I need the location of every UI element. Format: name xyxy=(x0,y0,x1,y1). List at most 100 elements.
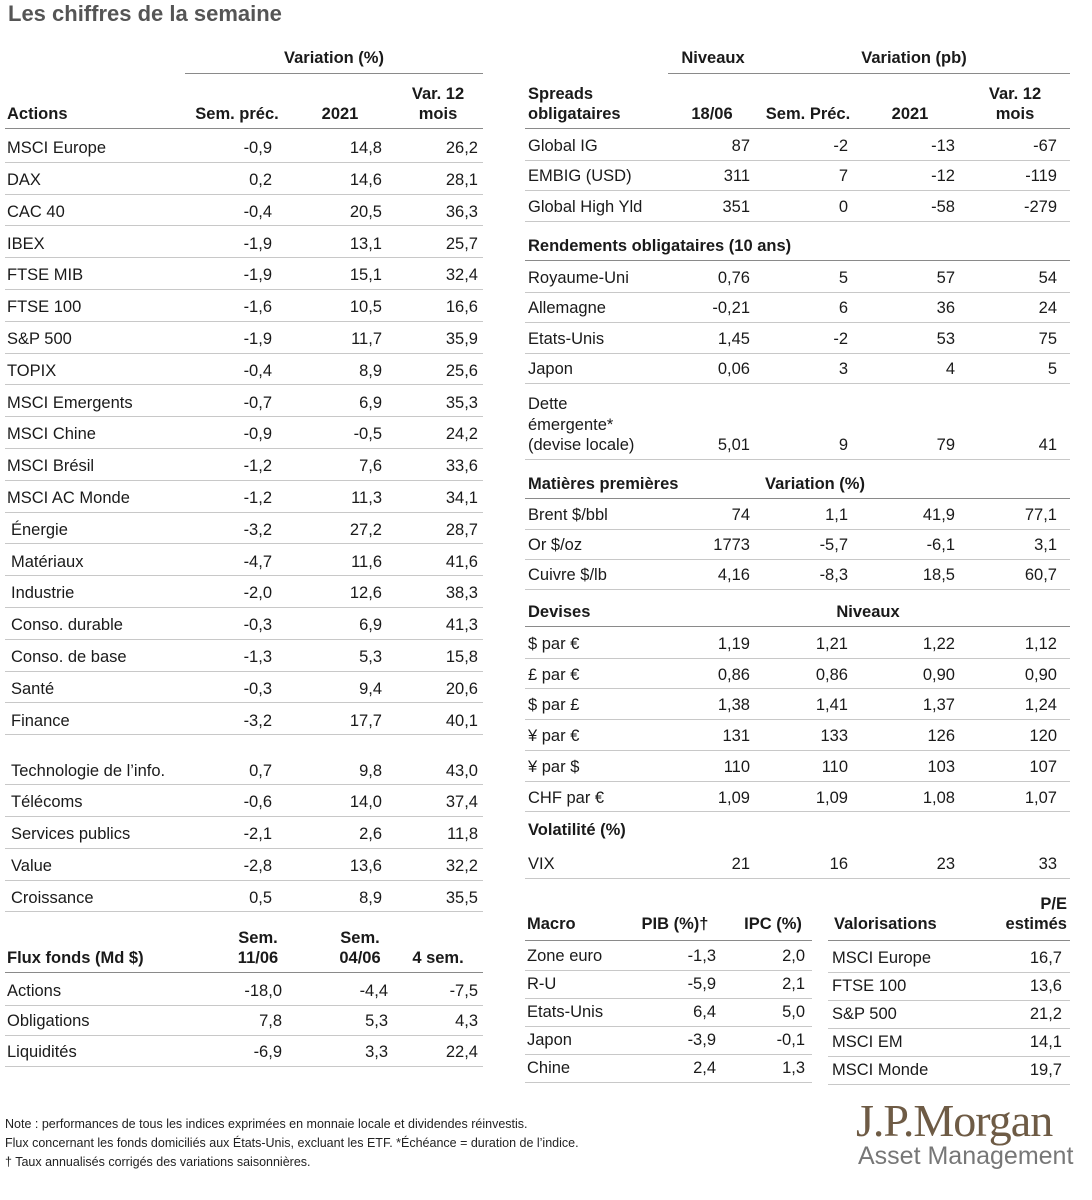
row-label: CAC 40 xyxy=(7,202,65,221)
cell-value: -3,9 xyxy=(687,1031,716,1050)
cell-value: 25,6 xyxy=(445,361,478,380)
cell-value: 1,3 xyxy=(782,1059,805,1078)
cell-value: 11,8 xyxy=(447,825,478,844)
column-header: Macro xyxy=(527,915,576,934)
cell-value: -5,9 xyxy=(687,975,716,994)
cell-value: 6 xyxy=(838,299,848,318)
cell-value: 21 xyxy=(731,855,750,874)
column-header: Var. 12 mois xyxy=(411,84,465,124)
row-label: $ par € xyxy=(528,635,580,654)
cell-value: 23 xyxy=(936,855,955,874)
cell-value: -0,4 xyxy=(243,361,272,380)
cell-value: 14,1 xyxy=(1029,1033,1062,1052)
row-label: Services publics xyxy=(11,825,131,844)
cell-value: 0 xyxy=(838,197,848,216)
row-label: Global IG xyxy=(528,136,598,155)
row-rule xyxy=(5,879,483,881)
row-rule xyxy=(5,225,483,227)
row-label: EMBIG (USD) xyxy=(528,167,632,186)
cell-value: 120 xyxy=(1029,727,1057,746)
cell-value: -0,21 xyxy=(712,299,750,318)
cell-value: 1,12 xyxy=(1024,635,1057,654)
cell-value: 57 xyxy=(936,268,955,287)
row-label: MSCI Emergents xyxy=(7,393,133,412)
cell-value: 14,8 xyxy=(349,139,382,158)
row-label: FTSE MIB xyxy=(7,266,84,285)
row-label: Technologie de l’info. xyxy=(11,761,166,780)
row-rule xyxy=(525,529,1070,530)
cell-value: 17,7 xyxy=(349,711,382,730)
cell-value: 12,6 xyxy=(349,584,382,603)
column-header: Sem. Préc. xyxy=(765,105,851,124)
cell-value: 15,8 xyxy=(445,647,478,666)
row-rule xyxy=(5,702,483,704)
row-label: Chine xyxy=(527,1059,571,1078)
cell-value: 1773 xyxy=(713,536,750,555)
row-rule xyxy=(828,1000,1070,1001)
row-rule xyxy=(525,970,812,971)
column-header: Flux fonds (Md $) xyxy=(7,949,144,968)
cell-value: -18,0 xyxy=(244,981,282,1000)
cell-value: 14,0 xyxy=(349,793,382,812)
cell-value: 7,6 xyxy=(359,457,382,476)
cell-value: 0,90 xyxy=(1024,665,1057,684)
cell-value: 351 xyxy=(722,197,750,216)
cell-value: 7 xyxy=(838,167,848,186)
row-label: Brent $/bbl xyxy=(528,506,608,525)
row-rule xyxy=(525,811,1070,813)
cell-value: -2 xyxy=(833,329,848,348)
cell-value: 37,4 xyxy=(445,793,478,812)
cell-value: 32,4 xyxy=(445,266,478,285)
cell-value: -1,9 xyxy=(243,329,272,348)
cell-value: 41 xyxy=(1038,436,1057,455)
cell-value: -0,5 xyxy=(353,425,382,444)
cell-value: -0,4 xyxy=(243,202,272,221)
cell-value: 133 xyxy=(820,727,848,746)
cell-value: 103 xyxy=(927,757,955,776)
cell-value: 0,76 xyxy=(717,268,750,287)
row-label: MSCI Brésil xyxy=(7,457,95,476)
row-rule xyxy=(525,657,1070,659)
cell-value: 1,09 xyxy=(717,788,750,807)
row-label: Allemagne xyxy=(528,299,606,318)
cell-value: -1,2 xyxy=(243,488,272,507)
row-rule xyxy=(525,749,1070,751)
cell-value: 6,4 xyxy=(693,1003,716,1022)
cell-value: 1,37 xyxy=(922,696,955,715)
row-label: Japon xyxy=(528,360,573,379)
cell-value: -1,9 xyxy=(243,266,272,285)
column-header: Niveaux xyxy=(836,603,900,622)
cell-value: 13,1 xyxy=(349,234,382,253)
cell-value: 28,7 xyxy=(445,520,478,539)
column-header: IPC (%) xyxy=(744,915,802,934)
row-rule xyxy=(525,719,1070,721)
cell-value: 5,3 xyxy=(359,647,382,666)
cell-value: 8,9 xyxy=(359,361,382,380)
row-label: FTSE 100 xyxy=(832,977,907,996)
row-label: Or $/oz xyxy=(528,536,583,555)
column-header: Sem. 04/06 xyxy=(339,928,381,968)
cell-value: 0,06 xyxy=(717,360,750,379)
group-header: Variation (pb) xyxy=(861,49,967,68)
cell-value: 35,3 xyxy=(445,393,478,412)
row-label: Dette émergente* (devise locale) xyxy=(528,395,635,455)
cell-value: 24,2 xyxy=(445,425,478,444)
cell-value: 77,1 xyxy=(1024,506,1057,525)
cell-value: 6,9 xyxy=(359,616,382,635)
column-header: Sem. 11/06 xyxy=(237,928,279,968)
cell-value: -0,6 xyxy=(243,793,272,812)
row-rule xyxy=(525,352,1070,354)
cell-value: 1,08 xyxy=(922,788,955,807)
cell-value: 1,21 xyxy=(815,635,848,654)
row-label: Etats-Unis xyxy=(527,1003,604,1022)
cell-value: 1,45 xyxy=(717,329,750,348)
row-label: MSCI Europe xyxy=(7,139,107,158)
row-rule xyxy=(525,190,1070,191)
cell-value: 41,9 xyxy=(922,506,955,525)
cell-value: -6,9 xyxy=(253,1042,282,1061)
row-label: Industrie xyxy=(11,584,75,603)
row-label: S&P 500 xyxy=(832,1005,897,1024)
cell-value: 5,0 xyxy=(782,1003,805,1022)
header-rule xyxy=(525,260,1070,261)
row-label: Japon xyxy=(527,1031,572,1050)
